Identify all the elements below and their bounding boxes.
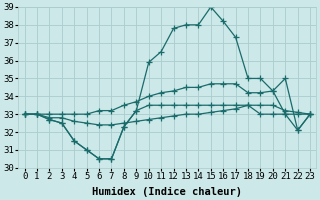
X-axis label: Humidex (Indice chaleur): Humidex (Indice chaleur) <box>92 186 242 197</box>
